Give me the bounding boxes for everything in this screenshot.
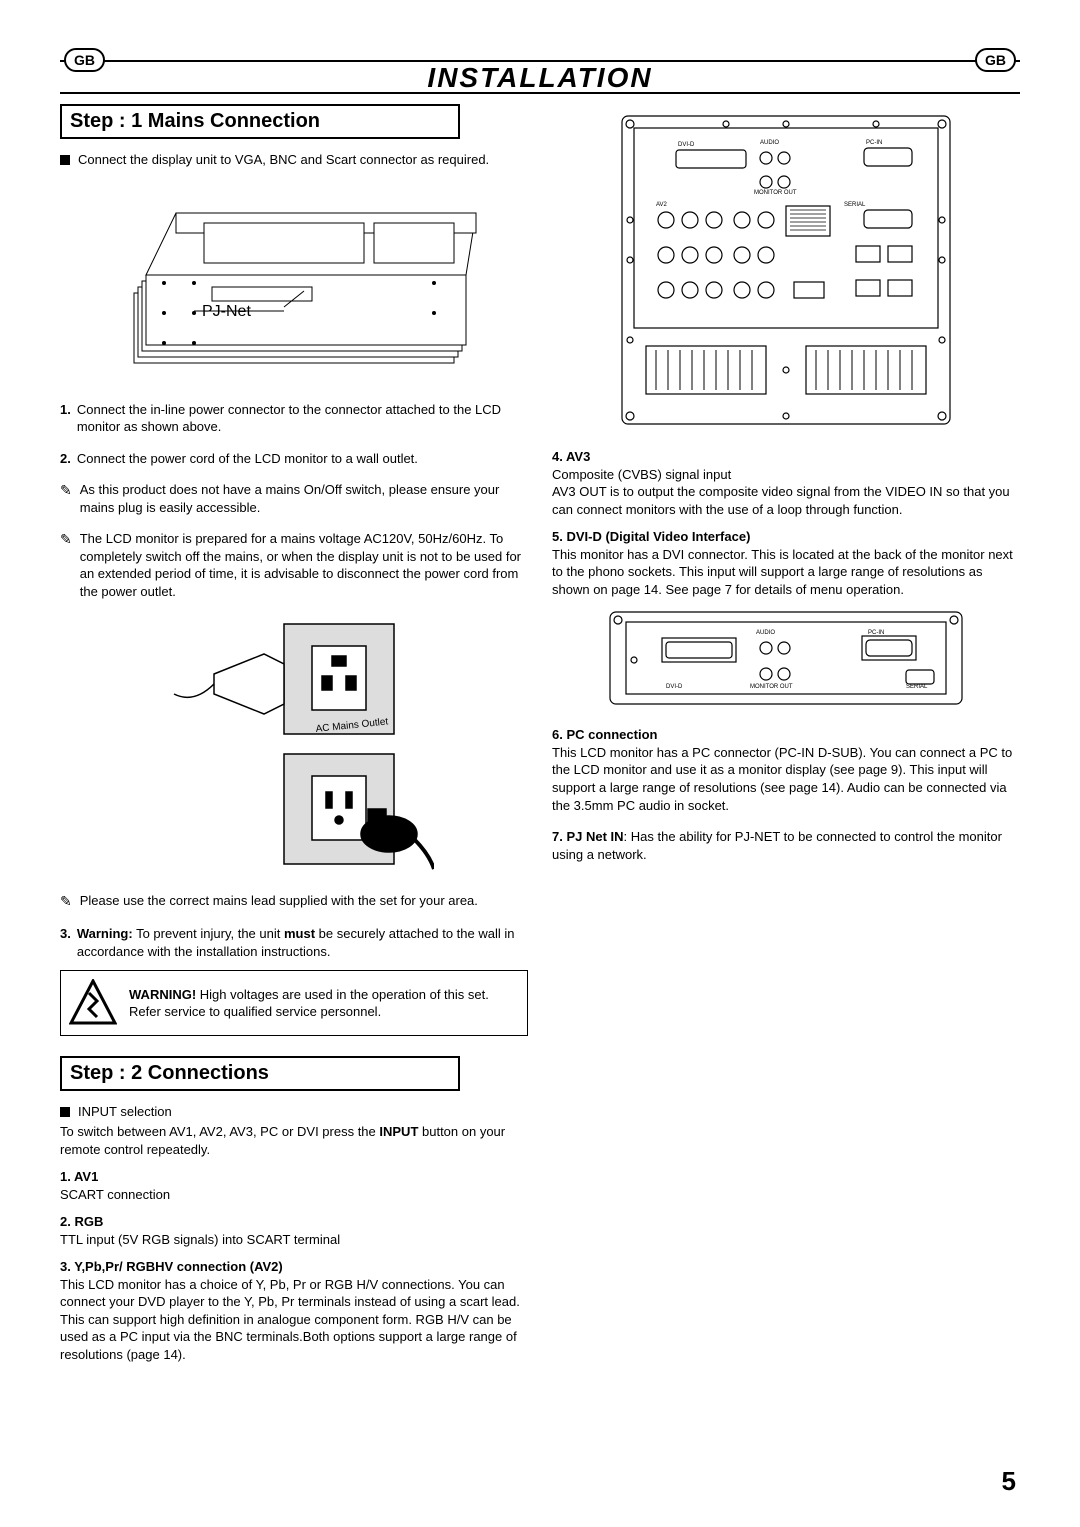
rgb-heading: 2. RGB bbox=[60, 1213, 528, 1231]
step1-box: Step : 1 Mains Connection bbox=[60, 104, 460, 139]
num-1: 1. bbox=[60, 401, 71, 436]
note3-text: Please use the correct mains lead suppli… bbox=[80, 892, 478, 911]
square-bullet-icon bbox=[60, 155, 70, 165]
av3-t2: AV3 OUT is to output the composite video… bbox=[552, 483, 1020, 518]
warning-label: Warning: bbox=[77, 926, 133, 941]
svg-text:AUDIO: AUDIO bbox=[756, 630, 775, 636]
av2-heading: 3. Y,Pb,Pr/ RGBHV connection (AV2) bbox=[60, 1258, 528, 1276]
input-bold: INPUT bbox=[379, 1124, 418, 1139]
figure-rear-panel: DVI-D AUDIO PC-IN MONITOR OUT SERIAL AV2 bbox=[552, 110, 1020, 430]
right-column: DVI-D AUDIO PC-IN MONITOR OUT SERIAL AV2… bbox=[552, 104, 1020, 1374]
warning-triangle-icon bbox=[69, 979, 117, 1027]
page-title: INSTALLATION bbox=[60, 62, 1020, 94]
left-column: Step : 1 Mains Connection Connect the di… bbox=[60, 104, 528, 1374]
item3-bold: must bbox=[284, 926, 315, 941]
av1-heading: 1. AV1 bbox=[60, 1168, 528, 1186]
item1-text: Connect the in-line power connector to t… bbox=[77, 401, 528, 436]
step1-title: Step : 1 Mains Connection bbox=[70, 108, 450, 135]
pencil-icon: ✎ bbox=[60, 481, 72, 516]
step1-item2: 2. Connect the power cord of the LCD mon… bbox=[60, 450, 528, 468]
warning-box: WARNING! High voltages are used in the o… bbox=[60, 970, 528, 1036]
step1-item1: 1. Connect the in-line power connector t… bbox=[60, 401, 528, 436]
svg-text:AUDIO: AUDIO bbox=[760, 140, 779, 146]
pencil-icon: ✎ bbox=[60, 530, 72, 600]
num-3: 3. bbox=[60, 925, 71, 960]
pjnet-heading: 7. PJ Net IN bbox=[552, 829, 624, 844]
item3-t1: To prevent injury, the unit bbox=[133, 926, 284, 941]
svg-text:SERIAL: SERIAL bbox=[906, 684, 928, 690]
square-bullet-icon bbox=[60, 1107, 70, 1117]
svg-text:MONITOR OUT: MONITOR OUT bbox=[754, 190, 797, 196]
svg-text:MONITOR OUT: MONITOR OUT bbox=[750, 684, 793, 690]
av3-heading: 4. AV3 bbox=[552, 448, 1020, 466]
av1-text: SCART connection bbox=[60, 1186, 528, 1204]
dvi-text: This monitor has a DVI connector. This i… bbox=[552, 546, 1020, 599]
note1: ✎ As this product does not have a mains … bbox=[60, 481, 528, 516]
step2-title: Step : 2 Connections bbox=[70, 1060, 450, 1087]
pjnet-text: 7. PJ Net IN: Has the ability for PJ-NET… bbox=[552, 828, 1020, 863]
note3: ✎ Please use the correct mains lead supp… bbox=[60, 892, 528, 911]
rgb-text: TTL input (5V RGB signals) into SCART te… bbox=[60, 1231, 528, 1249]
page-number: 5 bbox=[1002, 1466, 1016, 1497]
step2-box: Step : 2 Connections bbox=[60, 1056, 460, 1091]
av3-t1: Composite (CVBS) signal input bbox=[552, 466, 1020, 484]
content-columns: Step : 1 Mains Connection Connect the di… bbox=[60, 104, 1020, 1374]
input-sel-row: INPUT selection bbox=[60, 1103, 528, 1121]
svg-text:AV2: AV2 bbox=[656, 202, 668, 208]
dvi-heading: 5. DVI-D (Digital Video Interface) bbox=[552, 528, 1020, 546]
gb-badge-right: GB bbox=[975, 48, 1016, 72]
svg-text:PC-IN: PC-IN bbox=[866, 140, 882, 146]
pc-text: This LCD monitor has a PC connector (PC-… bbox=[552, 744, 1020, 814]
pencil-icon: ✎ bbox=[60, 892, 72, 911]
input-sel-label: INPUT selection bbox=[78, 1103, 172, 1121]
step1-item3: 3. Warning: To prevent injury, the unit … bbox=[60, 925, 528, 960]
intro-row: Connect the display unit to VGA, BNC and… bbox=[60, 151, 528, 169]
input-t1: To switch between AV1, AV2, AV3, PC or D… bbox=[60, 1124, 379, 1139]
svg-text:DVI-D: DVI-D bbox=[666, 684, 683, 690]
pc-heading: 6. PC connection bbox=[552, 726, 1020, 744]
note2-text: The LCD monitor is prepared for a mains … bbox=[80, 530, 528, 600]
item2-text: Connect the power cord of the LCD monito… bbox=[77, 450, 418, 468]
figure-panel-strip: AUDIO PC-IN MONITOR OUT DVI-D SERIAL bbox=[552, 608, 1020, 708]
svg-text:SERIAL: SERIAL bbox=[844, 202, 866, 208]
num-2: 2. bbox=[60, 450, 71, 468]
note2: ✎ The LCD monitor is prepared for a main… bbox=[60, 530, 528, 600]
svg-text:PC-IN: PC-IN bbox=[868, 630, 884, 636]
input-text: To switch between AV1, AV2, AV3, PC or D… bbox=[60, 1123, 528, 1158]
figure-monitor-rear: PJ-Net bbox=[60, 183, 528, 383]
av2-text: This LCD monitor has a choice of Y, Pb, … bbox=[60, 1276, 528, 1364]
figure-outlet: AC Mains Outlet bbox=[60, 614, 528, 874]
page-header: GB INSTALLATION GB bbox=[60, 60, 1020, 94]
intro-text: Connect the display unit to VGA, BNC and… bbox=[78, 151, 489, 169]
pjnet-label: PJ-Net bbox=[202, 303, 251, 320]
note1-text: As this product does not have a mains On… bbox=[80, 481, 528, 516]
warning-text: WARNING! High voltages are used in the o… bbox=[129, 986, 519, 1021]
svg-text:DVI-D: DVI-D bbox=[678, 142, 695, 148]
gb-badge-left: GB bbox=[64, 48, 105, 72]
item3-text: Warning: To prevent injury, the unit mus… bbox=[77, 925, 528, 960]
warning-bold: WARNING! bbox=[129, 987, 196, 1002]
